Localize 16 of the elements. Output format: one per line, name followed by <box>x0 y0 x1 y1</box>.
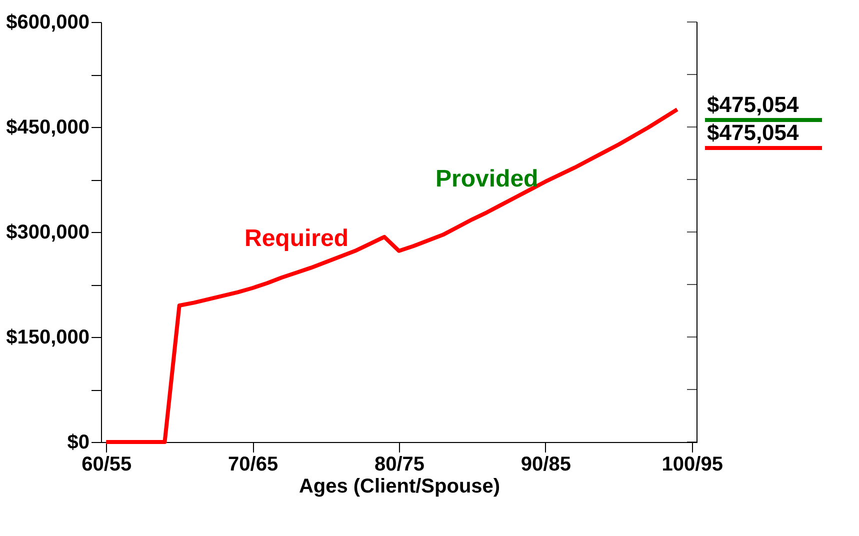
y-tick-label: $600,000 <box>6 12 90 34</box>
x-tick-label: 80/75 <box>374 454 425 476</box>
x-axis-title: Ages (Client/Spouse) <box>298 476 500 498</box>
y-tick-label: $450,000 <box>6 116 90 138</box>
x-tick-label: 70/65 <box>228 454 278 476</box>
y-tick-label: $300,000 <box>6 222 90 244</box>
series-label: Required <box>244 225 348 252</box>
y-tick-label: $0 <box>67 432 90 454</box>
x-tick-label: 60/55 <box>82 454 132 476</box>
x-tick-label: 100/95 <box>662 454 723 476</box>
line-series <box>104 107 680 444</box>
legend-label: Provided <box>436 166 538 192</box>
text: $475,054 <box>707 92 800 117</box>
x-tick-label: 90/85 <box>520 454 571 476</box>
y-tick-label: $150,000 <box>6 326 90 348</box>
text: $475,054 <box>707 120 800 145</box>
